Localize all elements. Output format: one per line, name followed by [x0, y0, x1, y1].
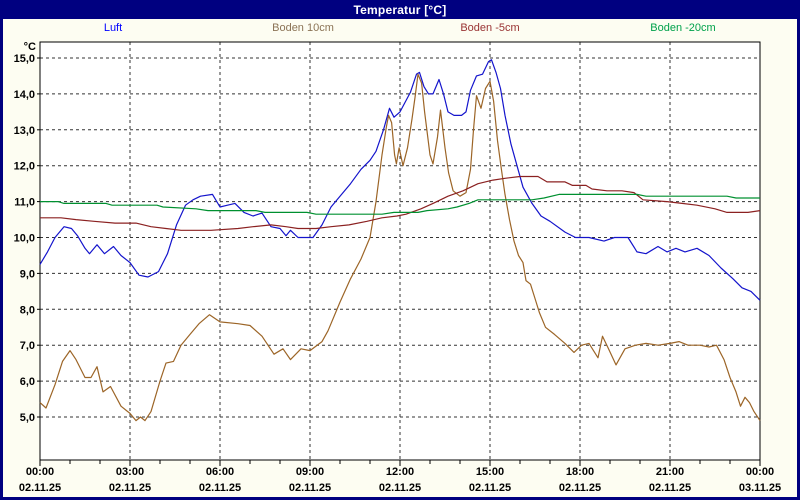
legend-item-boden-5cm: Boden -5cm: [460, 22, 520, 34]
x-tick-date: 02.11.25: [649, 482, 691, 494]
y-tick-label: 6,0: [20, 376, 35, 388]
x-tick-time: 15:00: [476, 466, 504, 478]
x-tick-date: 02.11.25: [199, 482, 241, 494]
y-tick-label: 15,0: [14, 53, 35, 65]
x-tick-date: 02.11.25: [469, 482, 511, 494]
x-tick-date: 02.11.25: [19, 482, 61, 494]
x-tick-date: 03.11.25: [739, 482, 781, 494]
y-tick-label: 10,0: [14, 233, 35, 245]
y-tick-label: 7,0: [20, 340, 35, 352]
series-line-boden-10cm: [39, 73, 761, 422]
window-titlebar: Temperatur [°C]: [0, 0, 800, 19]
x-tick-date: 02.11.25: [379, 482, 421, 494]
y-tick-label: 11,0: [14, 197, 35, 209]
y-tick-label: 8,0: [20, 304, 35, 316]
y-tick-label: 12,0: [14, 161, 35, 173]
x-tick-date: 02.11.25: [109, 482, 151, 494]
legend-item-luft: Luft: [103, 22, 123, 34]
x-tick-date: 02.11.25: [559, 482, 601, 494]
x-tick-time: 09:00: [296, 466, 324, 478]
legend-item-boden-10cm: Boden 10cm: [272, 22, 334, 34]
x-tick-time: 21:00: [656, 466, 684, 478]
y-tick-label: 13,0: [14, 125, 35, 137]
x-tick-time: 00:00: [26, 466, 54, 478]
x-tick-date: 02.11.25: [289, 482, 331, 494]
y-tick-label: 9,0: [20, 268, 35, 280]
series-line-boden-20cm: [40, 193, 760, 215]
x-tick-time: 03:00: [116, 466, 144, 478]
x-tick-time: 18:00: [566, 466, 594, 478]
series-line-luft: [39, 59, 761, 301]
y-tick-label: 5,0: [20, 412, 35, 424]
y-axis-unit: °C: [24, 41, 36, 53]
plot-border: [39, 41, 761, 461]
x-tick-time: 00:00: [746, 466, 774, 478]
legend-item-boden-20cm: Boden -20cm: [650, 22, 716, 34]
chart-legend: Luft Boden 10cm Boden -5cm Boden -20cm: [0, 22, 800, 38]
x-tick-time: 06:00: [206, 466, 234, 478]
y-tick-label: 14,0: [14, 89, 35, 101]
window-title: Temperatur [°C]: [353, 2, 447, 17]
x-tick-time: 12:00: [386, 466, 414, 478]
